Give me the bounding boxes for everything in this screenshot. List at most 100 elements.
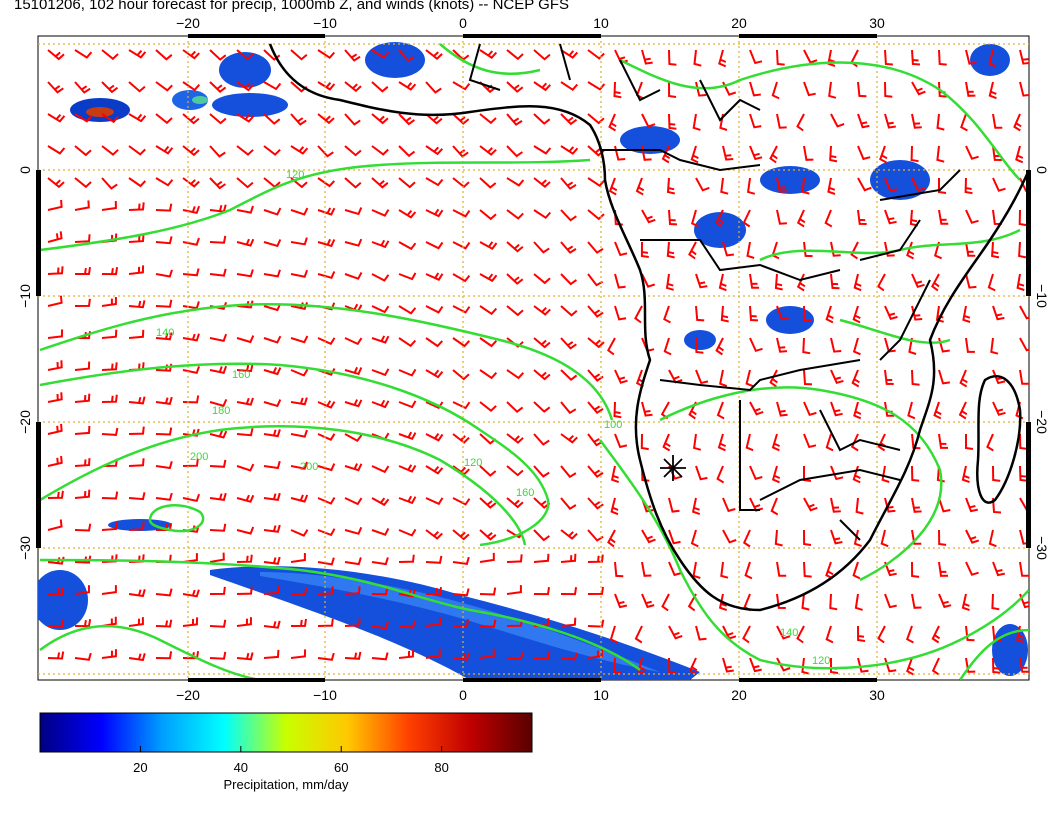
- wind-barb: [634, 305, 643, 324]
- wind-barb: [290, 269, 309, 278]
- wind-barb: [425, 113, 443, 125]
- wind-barb: [911, 593, 922, 609]
- wind-barb: [560, 241, 577, 254]
- wind-barb: [641, 273, 656, 288]
- precip-area: [766, 306, 814, 334]
- wind-barb: [959, 369, 968, 388]
- wind-barb: [744, 561, 753, 580]
- wind-barb: [911, 561, 920, 578]
- wind-barb: [506, 241, 524, 253]
- wind-barb: [479, 619, 497, 628]
- wind-barb: [931, 657, 940, 676]
- wind-barb: [936, 145, 945, 163]
- wind-barb: [290, 368, 309, 377]
- wind-barb: [857, 113, 870, 129]
- wind-barb: [47, 360, 63, 371]
- wind-barb: [344, 399, 363, 408]
- wind-barb: [907, 401, 916, 420]
- wind-barb: [851, 369, 860, 388]
- wind-barb: [825, 433, 834, 452]
- wind-barb: [371, 368, 390, 377]
- wind-barb: [1019, 433, 1028, 450]
- wind-barb: [965, 49, 977, 65]
- precip-area: [212, 93, 288, 117]
- wind-barb: [668, 113, 677, 130]
- wind-barb: [776, 657, 791, 672]
- wind-barb: [906, 657, 915, 676]
- wind-barb: [452, 305, 471, 314]
- wind-barb: [1013, 113, 1022, 132]
- wind-barb: [155, 236, 173, 245]
- wind-barb: [155, 461, 173, 470]
- wind-barb: [344, 238, 363, 247]
- colorbar-tick-label: 80: [434, 760, 448, 775]
- wind-barb: [965, 145, 979, 160]
- lat-tick-label: −20: [17, 410, 33, 434]
- wind-barb: [317, 528, 336, 537]
- wind-barb: [803, 433, 817, 449]
- wind-barb: [155, 299, 173, 308]
- wind-barb: [506, 81, 524, 93]
- wind-barb: [938, 561, 949, 577]
- wind-barb: [824, 209, 833, 228]
- wind-barb: [884, 305, 898, 320]
- frame-mark: [36, 170, 41, 296]
- wind-barb: [290, 529, 309, 537]
- height-contour: [148, 504, 205, 533]
- wind-barb: [479, 369, 498, 380]
- wind-barb: [992, 113, 1003, 129]
- wind-barb: [938, 433, 948, 449]
- wind-barb: [749, 81, 761, 97]
- wind-barb: [317, 400, 336, 409]
- wind-barb: [614, 241, 628, 257]
- contour-label: 160: [516, 487, 534, 499]
- height-contours: [39, 43, 1029, 680]
- wind-barb: [344, 433, 363, 442]
- wind-barb: [317, 652, 335, 661]
- wind-barb: [47, 113, 66, 123]
- wind-barb: [128, 396, 146, 405]
- wind-barb: [128, 202, 145, 211]
- precip-area: [108, 519, 172, 531]
- wind-barb: [128, 426, 145, 435]
- wind-barb: [47, 519, 63, 531]
- wind-barb: [128, 522, 145, 531]
- wind-barb: [830, 497, 841, 513]
- wind-barb: [830, 529, 843, 545]
- wind-barb: [47, 490, 64, 499]
- wind-barb: [452, 588, 470, 597]
- wind-barb: [850, 433, 859, 452]
- wind-barb: [101, 49, 119, 61]
- contour-label: 160: [232, 369, 250, 381]
- wind-barb: [47, 295, 63, 307]
- wind-barb: [965, 497, 979, 513]
- wind-barb: [720, 561, 729, 579]
- wind-barb: [830, 401, 843, 417]
- wind-barb: [884, 593, 897, 609]
- wind-barb: [101, 200, 117, 211]
- wind-barb: [829, 593, 838, 611]
- wind-barb: [880, 529, 889, 548]
- wind-barb: [506, 113, 523, 126]
- wind-barb: [661, 593, 670, 612]
- wind-barb: [452, 652, 470, 661]
- wind-barb: [720, 305, 729, 323]
- wind-barb: [718, 273, 727, 292]
- wind-barb: [155, 619, 173, 628]
- wind-barb: [47, 145, 66, 155]
- wind-barb: [1015, 145, 1024, 164]
- wind-barb: [668, 81, 677, 98]
- wind-barb: [371, 177, 389, 189]
- wind-barb: [425, 555, 443, 564]
- wind-barb: [182, 113, 200, 125]
- lon-tick-label: −10: [313, 687, 337, 703]
- wind-barb: [771, 465, 781, 484]
- wind-barb: [101, 585, 117, 595]
- wind-barb: [128, 49, 147, 59]
- wind-barb: [371, 652, 389, 661]
- wind-barb: [182, 366, 201, 375]
- wind-barb: [533, 587, 550, 596]
- height-contour: [39, 425, 527, 546]
- wind-barb: [640, 433, 649, 451]
- wind-barb: [533, 529, 550, 542]
